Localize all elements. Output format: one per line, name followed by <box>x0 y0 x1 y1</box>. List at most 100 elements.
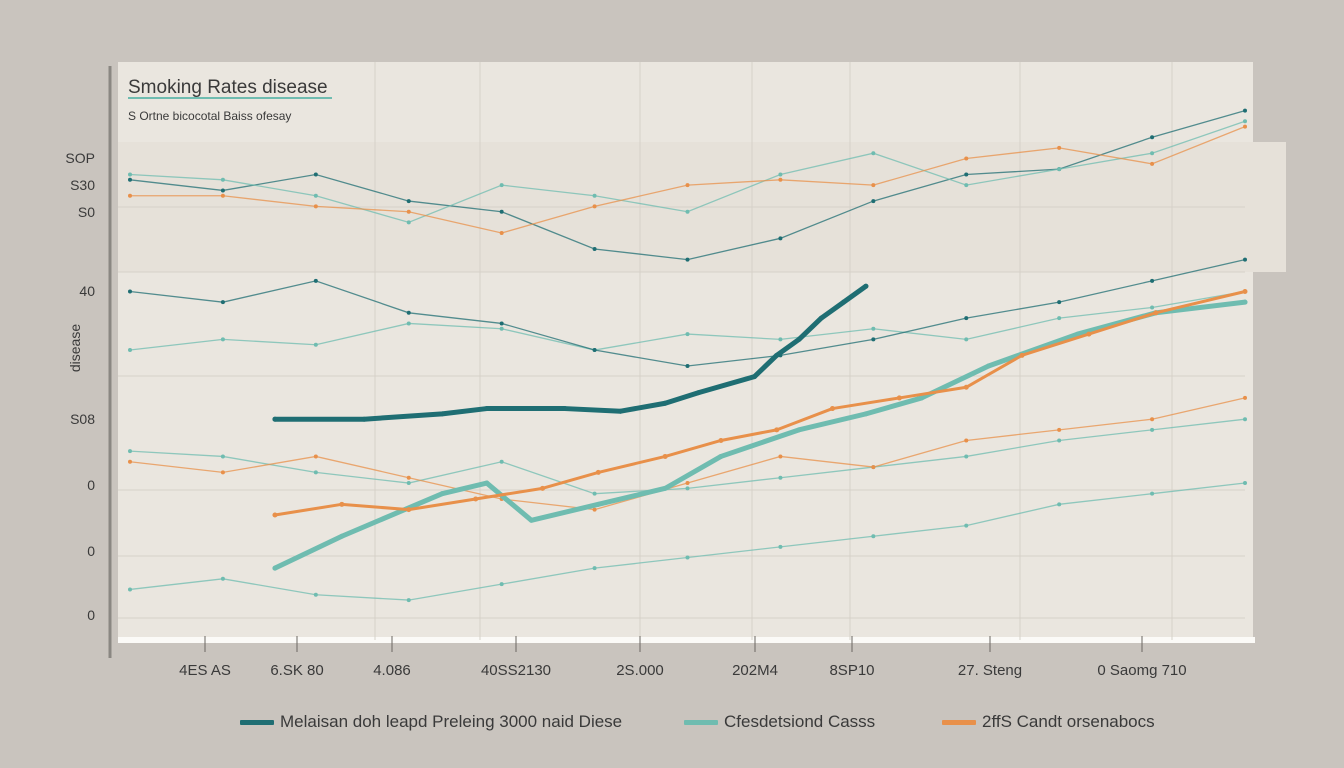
background-point-7-9 <box>871 337 876 342</box>
background-point-5-7 <box>685 486 690 491</box>
series-point-3-6 <box>595 469 601 475</box>
background-point-4-5 <box>499 326 504 331</box>
background-point-3-2 <box>220 193 225 198</box>
background-point-8-3 <box>313 592 318 597</box>
background-point-7-13 <box>1243 257 1247 262</box>
background-point-3-4 <box>406 209 411 214</box>
y-tick-label-4: 40 <box>79 283 95 299</box>
series-point-1-4 <box>484 406 490 412</box>
background-point-4-8 <box>778 337 783 342</box>
series-point-3-5 <box>540 485 546 491</box>
background-point-4-12 <box>1150 305 1155 310</box>
chart-title: Smoking Rates disease <box>128 77 328 98</box>
background-point-1-12 <box>1150 135 1155 140</box>
series-point-3-14 <box>1086 331 1092 337</box>
background-point-3-10 <box>964 156 969 161</box>
background-point-4-3 <box>313 342 318 347</box>
background-point-4-4 <box>406 321 411 326</box>
series-point-2-12 <box>986 363 992 369</box>
y-axis-label: disease <box>67 324 83 372</box>
background-point-7-3 <box>313 278 318 283</box>
series-point-2-11 <box>919 395 925 401</box>
background-point-1-3 <box>313 172 318 177</box>
background-point-6-2 <box>220 470 225 475</box>
background-point-5-5 <box>499 459 504 464</box>
series-point-3-16 <box>1242 289 1248 295</box>
x-tick-labels: 4ES AS 6.SK 80 4.086 40SS2130 2S.000 202M4 8SP… <box>179 636 1187 679</box>
background-point-8-6 <box>592 566 597 571</box>
background-point-6-3 <box>313 454 318 459</box>
background-point-6-11 <box>1057 427 1062 432</box>
series-point-2-9 <box>796 427 802 433</box>
background-point-3-3 <box>313 204 318 209</box>
background-point-6-8 <box>778 454 783 459</box>
series-point-2-13 <box>1075 331 1081 337</box>
background-point-3-12 <box>1150 161 1155 166</box>
chart-subtitle: S Ortne bicocotal Baiss ofesay <box>128 109 291 123</box>
background-point-4-2 <box>220 337 225 342</box>
background-point-5-4 <box>406 481 411 486</box>
background-point-5-10 <box>964 454 969 459</box>
background-point-8-1 <box>128 587 132 592</box>
legend-label-1: Melaisan doh leapd Preleing 3000 naid Di… <box>280 712 623 731</box>
background-point-2-10 <box>964 183 969 188</box>
background-point-8-11 <box>1057 502 1062 507</box>
background-point-8-13 <box>1243 481 1247 486</box>
background-point-8-5 <box>499 582 504 587</box>
background-point-4-7 <box>685 332 690 337</box>
background-point-2-6 <box>592 193 597 198</box>
background-point-1-1 <box>128 177 132 182</box>
series-point-3-10 <box>829 406 835 412</box>
background-point-6-9 <box>871 465 876 470</box>
y-tick-label-5: S08 <box>70 411 95 427</box>
background-point-6-12 <box>1150 417 1155 422</box>
background-point-6-7 <box>685 481 690 486</box>
series-point-1-9 <box>751 374 757 380</box>
background-point-6-6 <box>592 507 597 512</box>
series-point-1-5 <box>562 406 568 412</box>
background-point-7-2 <box>220 300 225 305</box>
background-point-2-7 <box>685 209 690 214</box>
series-point-3-8 <box>718 437 724 443</box>
background-point-5-1 <box>128 449 132 454</box>
series-point-3-11 <box>896 395 902 401</box>
background-point-8-10 <box>964 523 969 528</box>
background-point-3-6 <box>592 204 597 209</box>
background-point-3-8 <box>778 177 783 182</box>
background-point-1-9 <box>871 199 876 204</box>
y-tick-label-3: S0 <box>78 204 95 220</box>
background-point-4-10 <box>964 337 969 342</box>
background-point-1-4 <box>406 199 411 204</box>
background-point-6-1 <box>128 459 132 464</box>
series-point-2-6 <box>595 501 601 507</box>
series-point-3-7 <box>662 453 668 459</box>
background-point-3-5 <box>499 231 504 235</box>
background-point-8-8 <box>778 544 783 549</box>
background-point-2-5 <box>499 183 504 188</box>
x-tick-label-6: 202M4 <box>732 662 778 679</box>
background-point-1-6 <box>592 246 597 251</box>
background-point-3-9 <box>871 183 876 188</box>
legend-item-3: 2ffS Candt orsenabocs <box>942 712 1155 732</box>
series-point-1-13 <box>841 299 847 305</box>
background-point-2-3 <box>313 193 318 198</box>
background-point-3-1 <box>128 193 132 198</box>
x-tick-label-4: 40SS2130 <box>481 662 551 679</box>
series-point-1-10 <box>774 352 780 358</box>
background-point-8-12 <box>1150 491 1155 496</box>
series-point-2-8 <box>718 453 724 459</box>
legend-swatch-1 <box>240 719 274 725</box>
series-point-2-2 <box>339 533 345 539</box>
y-tick-label-7: 0 <box>87 543 95 559</box>
background-point-1-10 <box>964 172 969 177</box>
series-point-3-2 <box>339 501 345 507</box>
background-point-2-13 <box>1243 119 1247 124</box>
background-point-8-2 <box>220 576 225 581</box>
series-point-3-13 <box>1019 352 1025 358</box>
background-point-1-5 <box>499 209 504 214</box>
series-point-2-10 <box>863 411 869 417</box>
background-point-5-8 <box>778 475 783 480</box>
series-point-2-1 <box>272 565 278 571</box>
legend-item-2: Cfesdetsiond Casss <box>684 712 875 732</box>
series-point-3-4 <box>473 496 479 502</box>
